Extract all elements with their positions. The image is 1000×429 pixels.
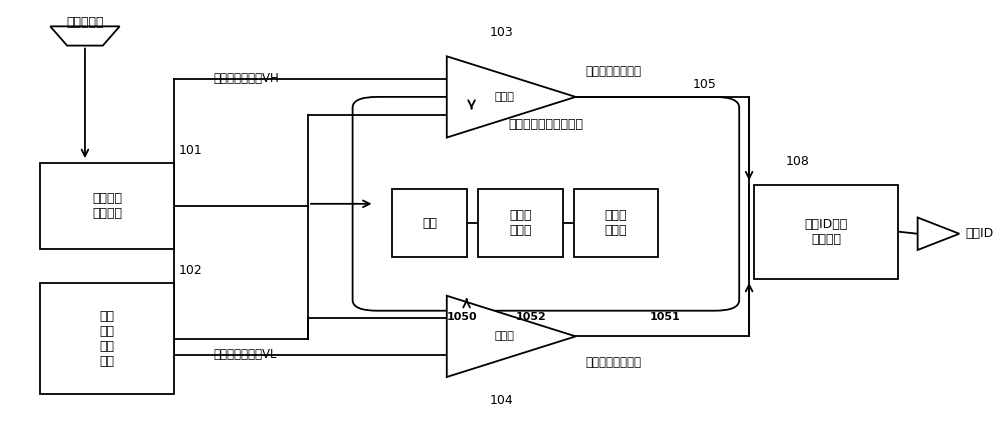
Text: 芯片ID: 芯片ID xyxy=(965,227,993,240)
Text: 参考
电压
产生
电路: 参考 电压 产生 电路 xyxy=(100,309,115,368)
Text: 105: 105 xyxy=(693,78,716,91)
FancyBboxPatch shape xyxy=(353,97,739,311)
FancyBboxPatch shape xyxy=(40,163,174,249)
Polygon shape xyxy=(50,26,120,45)
Text: 检测输出逻辑信号: 检测输出逻辑信号 xyxy=(586,65,642,78)
Text: 低电位参考电压VL: 低电位参考电压VL xyxy=(214,348,277,361)
Text: 端口检测
转换电路: 端口检测 转换电路 xyxy=(92,192,122,220)
Text: 101: 101 xyxy=(179,144,203,157)
Text: 芯片ID判断
数字电路: 芯片ID判断 数字电路 xyxy=(804,218,848,246)
Text: 低电压
大电流: 低电压 大电流 xyxy=(509,209,532,237)
Text: 1052: 1052 xyxy=(516,312,546,322)
Text: 比较器: 比较器 xyxy=(495,331,515,341)
FancyBboxPatch shape xyxy=(40,283,174,394)
Text: 检测输出逻辑信号: 检测输出逻辑信号 xyxy=(586,356,642,369)
Text: 103: 103 xyxy=(489,26,513,39)
Text: 低功耗
小电流: 低功耗 小电流 xyxy=(605,209,627,237)
Text: 高电位参考电压VH: 高电位参考电压VH xyxy=(214,72,280,85)
Text: 1051: 1051 xyxy=(649,312,680,322)
Text: 比较器: 比较器 xyxy=(495,92,515,102)
FancyBboxPatch shape xyxy=(754,184,898,279)
FancyBboxPatch shape xyxy=(392,189,467,257)
FancyBboxPatch shape xyxy=(574,189,658,257)
Text: 待检测端口: 待检测端口 xyxy=(66,15,104,29)
Text: 104: 104 xyxy=(489,394,513,407)
Text: 108: 108 xyxy=(785,154,809,168)
Polygon shape xyxy=(447,56,576,138)
Text: 启动: 启动 xyxy=(422,217,437,230)
Text: 102: 102 xyxy=(179,263,203,277)
Text: 动态偏置电流产生电路: 动态偏置电流产生电路 xyxy=(508,118,583,131)
Polygon shape xyxy=(918,218,959,250)
FancyBboxPatch shape xyxy=(478,189,563,257)
Text: 1050: 1050 xyxy=(446,312,477,322)
Polygon shape xyxy=(447,296,576,377)
